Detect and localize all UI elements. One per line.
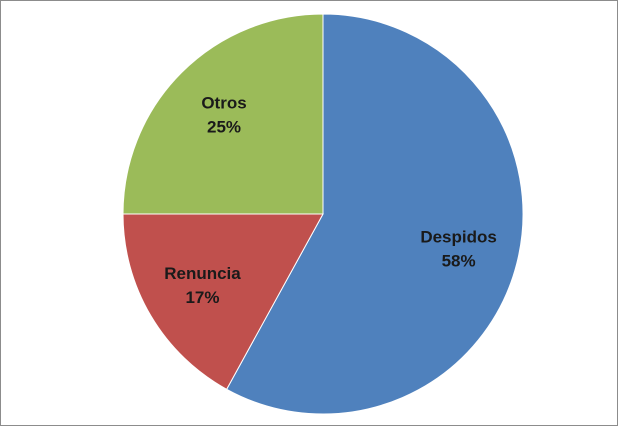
slice-category-label: Renuncia: [164, 264, 241, 283]
pie-slice: [122, 13, 324, 215]
slice-value-label: 25%: [207, 117, 241, 136]
slice-value-label: 58%: [442, 251, 476, 270]
slice-value-label: 17%: [185, 288, 219, 307]
pie-slice: [122, 213, 324, 390]
slice-category-label: Despidos: [420, 227, 497, 246]
slice-category-label: Otros: [201, 93, 246, 112]
pie-slice: [225, 13, 524, 415]
